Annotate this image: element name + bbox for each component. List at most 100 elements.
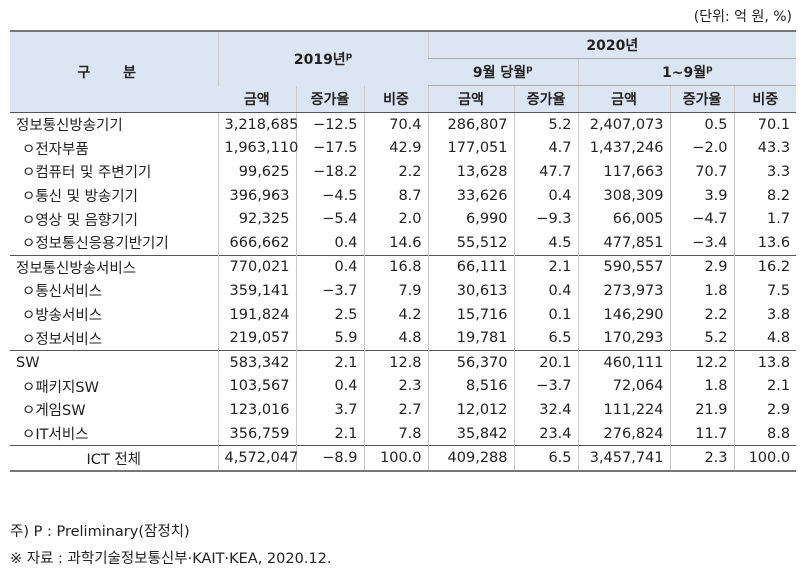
- cell-a9: 409,288: [427, 445, 515, 472]
- cell-g9: 20.1: [513, 349, 579, 375]
- table-row: ㅇ전자부품 1,963,110 −17.5 42.9 177,051 4.7 1,437,2…: [10, 136, 797, 161]
- header-share: 비중: [363, 85, 429, 113]
- cell-a9: 6,990: [427, 207, 515, 231]
- table-row: SW 583,342 2.1 12.8 56,370 20.1 460,111 12.2 13.…: [10, 349, 797, 375]
- table-body: 정보통신방송기기 3,218,685 −12.5 70.4 286,807 5.2 2,40…: [10, 111, 797, 472]
- cell-a9: 33,626: [427, 183, 515, 208]
- cell-a19: 103,567: [217, 374, 296, 399]
- cell-g19s: 2.2: [669, 302, 735, 327]
- cell-g9: 5.2: [513, 111, 579, 137]
- cell-g9: 23.4: [513, 421, 579, 446]
- unit-note: (단위: 억 원, %): [693, 9, 792, 25]
- row-label: 정보통신방송기기: [10, 111, 218, 137]
- row-label: ㅇ방송서비스: [22, 308, 103, 325]
- cell-g9: −9.3: [513, 207, 579, 231]
- cell-g19s: 11.7: [669, 421, 735, 446]
- cell-g19: 0.4: [295, 374, 364, 399]
- cell-g19s: 0.5: [669, 111, 735, 137]
- cell-a19s: 3,457,741: [577, 445, 671, 472]
- cell-a19s: 66,005: [577, 207, 671, 231]
- cell-g9: 2.1: [513, 254, 579, 280]
- row-label: ㅇ정보통신응용기반기기: [22, 236, 169, 253]
- cell-g19s: −3.4: [669, 230, 735, 256]
- cell-s19: 100.0: [363, 445, 429, 472]
- cell-a9: 19,781: [427, 326, 515, 351]
- cell-a19: 219,057: [217, 326, 296, 351]
- cell-g19: 5.9: [295, 326, 364, 351]
- cell-s19: 2.2: [363, 160, 429, 184]
- cell-s19s: 2.9: [733, 398, 797, 422]
- cell-a19: 123,016: [217, 398, 296, 422]
- cell-s19: 16.8: [363, 254, 429, 280]
- cell-g19: −4.5: [295, 183, 364, 208]
- row-label: SW: [10, 349, 218, 375]
- cell-s19s: 8.2: [733, 183, 797, 208]
- cell-g19: 2.5: [295, 302, 364, 327]
- cell-a19: 356,759: [217, 421, 296, 446]
- table-row: ㅇ방송서비스 191,824 2.5 4.2 15,716 0.1 146,290 2.2 3.…: [10, 302, 797, 327]
- cell-g9: 4.5: [513, 230, 579, 256]
- cell-g19s: 1.8: [669, 279, 735, 303]
- cell-s19: 7.8: [363, 421, 429, 446]
- header-growth: 증가율: [513, 85, 579, 113]
- header-jan-sep: 1~9월p: [577, 58, 797, 86]
- cell-g19s: 2.9: [669, 254, 735, 280]
- cell-a19: 770,021: [217, 254, 296, 280]
- table-row: ㅇ정보서비스 219,057 5.9 4.8 19,781 6.5 170,293 5.2 4.…: [10, 326, 797, 351]
- cell-a19: 4,572,047: [217, 445, 298, 472]
- cell-s19: 12.8: [363, 349, 429, 375]
- header-amount: 금액: [577, 85, 671, 113]
- cell-a9: 35,842: [427, 421, 515, 446]
- cell-a19s: 117,663: [577, 160, 671, 184]
- header-gubun: 구 분: [10, 30, 218, 113]
- cell-g19s: 2.3: [669, 445, 735, 472]
- header-growth: 증가율: [669, 85, 735, 113]
- table-row: 정보통신방송서비스 770,021 0.4 16.8 66,111 2.1 590,557 2…: [10, 254, 797, 280]
- cell-g19: −8.9: [295, 445, 364, 472]
- cell-g19: −5.4: [295, 207, 364, 231]
- cell-a9: 66,111: [427, 254, 515, 280]
- row-label: ㅇ패키지SW: [22, 379, 99, 396]
- cell-a19s: 111,224: [577, 398, 671, 422]
- row-label: ㅇIT서비스: [22, 427, 89, 444]
- cell-g19: 2.1: [295, 349, 364, 375]
- header-amount: 금액: [427, 85, 515, 113]
- table-row: ㅇ정보통신응용기반기기 666,662 0.4 14.6 55,512 4.5 477,85…: [10, 230, 797, 256]
- note-preliminary: 주) P : Preliminary(잠정치): [10, 524, 190, 540]
- cell-a9: 177,051: [427, 136, 515, 161]
- cell-a19: 99,625: [217, 160, 296, 184]
- cell-g9: 0.4: [513, 183, 579, 208]
- cell-g19s: 70.7: [669, 160, 735, 184]
- cell-g9: 47.7: [513, 160, 579, 184]
- cell-g19s: 21.9: [669, 398, 735, 422]
- cell-a19: 1,963,110: [217, 136, 298, 161]
- cell-g19s: −4.7: [669, 207, 735, 231]
- cell-g19: 3.7: [295, 398, 364, 422]
- cell-g19: −17.5: [295, 136, 364, 161]
- cell-s19: 2.0: [363, 207, 429, 231]
- cell-g9: 6.5: [513, 445, 579, 472]
- cell-a19: 191,824: [217, 302, 296, 327]
- cell-a9: 12,012: [427, 398, 515, 422]
- cell-a19: 583,342: [217, 349, 296, 375]
- cell-s19s: 70.1: [733, 111, 797, 137]
- cell-s19s: 13.6: [733, 230, 797, 256]
- table-row: ㅇIT서비스 356,759 2.1 7.8 35,842 23.4 276,824 11.7…: [10, 421, 797, 446]
- cell-s19s: 1.7: [733, 207, 797, 231]
- row-label: ㅇ전자부품: [22, 141, 89, 158]
- cell-a9: 13,628: [427, 160, 515, 184]
- cell-a19s: 170,293: [577, 326, 671, 351]
- cell-s19: 4.2: [363, 302, 429, 327]
- cell-s19s: 100.0: [733, 445, 797, 472]
- cell-g19s: 1.8: [669, 374, 735, 399]
- cell-a9: 8,516: [427, 374, 515, 399]
- header-amount: 금액: [218, 85, 296, 113]
- cell-a19s: 477,851: [577, 230, 671, 256]
- cell-g9: −3.7: [513, 374, 579, 399]
- cell-g19s: 12.2: [669, 349, 735, 375]
- row-label: ㅇ영상 및 음향기기: [22, 212, 138, 229]
- table-row: 정보통신방송기기 3,218,685 −12.5 70.4 286,807 5.2 2,40…: [10, 111, 797, 137]
- table-row: ㅇ패키지SW 103,567 0.4 2.3 8,516 −3.7 72,064 1.8 2.1: [10, 374, 797, 399]
- row-label: ㅇ통신서비스: [22, 284, 103, 301]
- cell-s19: 2.7: [363, 398, 429, 422]
